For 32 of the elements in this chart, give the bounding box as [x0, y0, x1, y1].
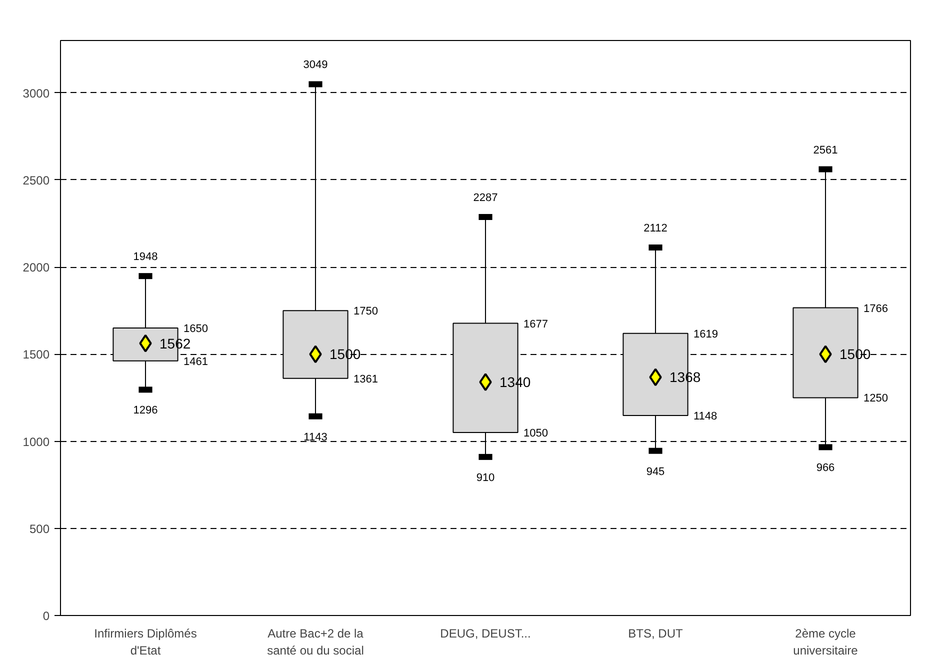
annotation: 1361 [354, 373, 378, 386]
x-tick-label: Autre Bac+2 de la santé ou du social [267, 626, 364, 658]
annotation: 2561 [813, 144, 838, 156]
annotation: 1461 [184, 356, 208, 368]
annotation: 1948 [133, 251, 158, 264]
annotation: 1677 [524, 318, 548, 330]
annotation: 910 [476, 472, 495, 484]
y-tick-label: 3000 [22, 86, 50, 100]
x-tick-label: DEUG, DEUST... [440, 626, 531, 640]
annotation: 1143 [304, 431, 328, 444]
x-tick-label: Infirmiers Diplômés d'Etat [94, 626, 197, 658]
y-tick-label: 1000 [22, 434, 50, 449]
annotation: 966 [816, 462, 835, 474]
y-tick-label: 0 [42, 609, 50, 623]
annotation: 1766 [864, 302, 888, 315]
annotation: 1148 [694, 410, 718, 422]
annotation: 2112 [644, 222, 668, 234]
x-tick-label: BTS, DUT [628, 626, 684, 640]
annotation: 1650 [184, 323, 208, 335]
annotation: 3049 [303, 59, 328, 72]
annotation: 1750 [354, 306, 378, 318]
annotation: 1296 [133, 404, 158, 417]
annotation: 1250 [864, 392, 888, 405]
y-tick-label: 1500 [22, 348, 50, 362]
y-tick-label: 500 [29, 522, 50, 536]
y-tick-label: 2000 [22, 260, 50, 275]
annotation: 1619 [694, 328, 718, 340]
y-tick-label: 2500 [22, 173, 50, 188]
x-tick-label: 2ème cycle universitaire [793, 626, 858, 658]
annotation: 2287 [473, 192, 498, 204]
annotation: 1050 [524, 428, 548, 440]
annotation: 945 [646, 466, 665, 478]
